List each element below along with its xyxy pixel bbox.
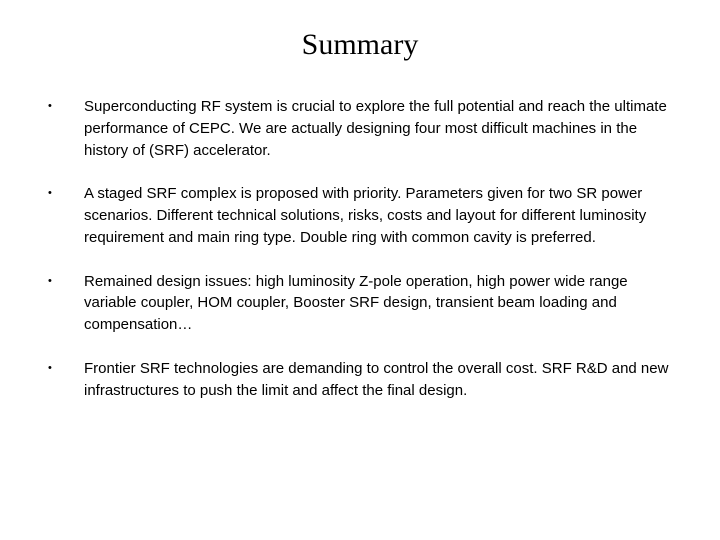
bullet-text: A staged SRF complex is proposed with pr… [84,183,672,248]
bullet-list: • Superconducting RF system is crucial t… [48,96,672,401]
bullet-icon: • [48,96,84,115]
slide-title: Summary [48,28,672,62]
bullet-text: Frontier SRF technologies are demanding … [84,358,672,402]
bullet-icon: • [48,358,84,377]
bullet-icon: • [48,271,84,290]
bullet-text: Remained design issues: high luminosity … [84,271,672,336]
bullet-text: Superconducting RF system is crucial to … [84,96,672,161]
list-item: • Frontier SRF technologies are demandin… [48,358,672,402]
slide: Summary • Superconducting RF system is c… [0,0,720,540]
list-item: • Remained design issues: high luminosit… [48,271,672,336]
list-item: • Superconducting RF system is crucial t… [48,96,672,161]
list-item: • A staged SRF complex is proposed with … [48,183,672,248]
bullet-icon: • [48,183,84,202]
